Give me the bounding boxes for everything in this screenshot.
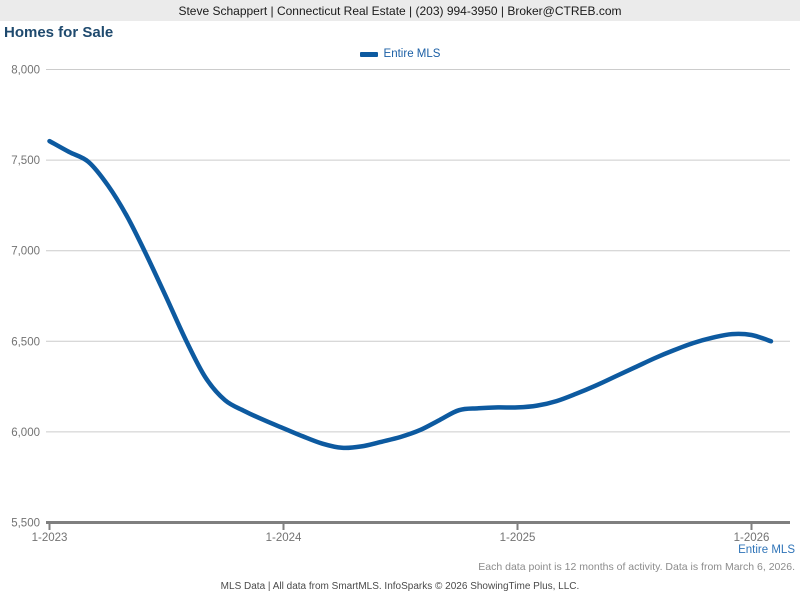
series-label-bottom: Entire MLS — [738, 544, 795, 556]
x-axis-label: 1-2024 — [266, 532, 302, 544]
mls-credit-line: MLS Data | All data from SmartMLS. InfoS… — [220, 581, 580, 592]
y-axis-label: 7,000 — [11, 246, 40, 258]
y-axis-label: 5,500 — [11, 518, 40, 530]
broker-header-bar: Steve Schappert | Connecticut Real Estat… — [0, 0, 800, 21]
broker-header-text: Steve Schappert | Connecticut Real Estat… — [178, 3, 622, 18]
legend-line-icon — [359, 51, 378, 57]
y-axis-label: 8,000 — [11, 65, 40, 77]
x-axis-label: 1-2023 — [32, 532, 68, 544]
legend-label: Entire MLS — [383, 48, 441, 60]
page-title: Homes for Sale — [4, 24, 114, 41]
x-axis-label: 1-2025 — [500, 532, 536, 544]
series-line-entire-mls — [47, 138, 774, 451]
y-axis-label: 6,500 — [11, 336, 40, 348]
chart-legend: Entire MLS — [0, 47, 800, 61]
y-axis-label: 6,000 — [11, 427, 40, 439]
y-axis-label: 7,500 — [11, 155, 40, 167]
data-footnote: Each data point is 12 months of activity… — [478, 561, 795, 573]
x-axis-label: 1-2026 — [734, 532, 770, 544]
